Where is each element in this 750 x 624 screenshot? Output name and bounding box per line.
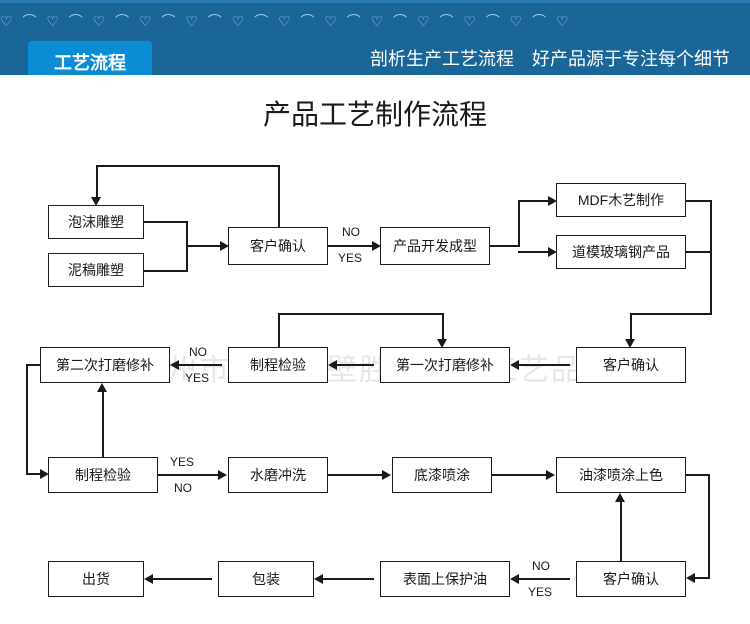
edge [186, 221, 188, 247]
arrow-icon [218, 470, 227, 480]
diagram-title: 产品工艺制作流程 [0, 93, 750, 133]
arrow-icon [328, 360, 337, 370]
node-clay-sculpt: 泥稿雕塑 [48, 253, 144, 287]
edge [26, 364, 40, 366]
edge [630, 313, 632, 341]
arrow-icon [437, 339, 447, 348]
label-yes: YES [338, 251, 362, 265]
flowchart-canvas: 产品工艺制作流程 广州市番禺石壁胜凯雕塑工艺品厂 泡沫雕塑 泥稿雕塑 客户确认 … [0, 75, 750, 624]
label-no: NO [342, 225, 360, 239]
arrow-icon [97, 383, 107, 392]
arrow-icon [510, 360, 519, 370]
arrow-icon [382, 470, 391, 480]
edge [686, 251, 712, 253]
edge [710, 200, 712, 252]
arrow-icon [91, 197, 101, 206]
node-ship: 出货 [48, 561, 144, 597]
arrow-icon [510, 574, 519, 584]
edge [630, 313, 712, 315]
edge [144, 221, 188, 223]
arrow-icon [314, 574, 323, 584]
edge [518, 251, 550, 253]
label-no: NO [189, 345, 207, 359]
node-protect-oil: 表面上保护油 [380, 561, 510, 597]
node-paint: 油漆喷涂上色 [556, 457, 686, 493]
node-pack: 包装 [218, 561, 314, 597]
arrow-icon [548, 247, 557, 257]
node-frp: 道模玻璃钢产品 [556, 235, 686, 269]
edge [176, 364, 222, 366]
node-develop: 产品开发成型 [380, 227, 490, 265]
node-mdf: MDF木艺制作 [556, 183, 686, 217]
edge [96, 165, 98, 199]
edge [516, 578, 570, 580]
arrow-icon [40, 469, 49, 479]
edge [686, 200, 712, 202]
arrow-icon [546, 470, 555, 480]
banner-decoration: ♡ ⌒ ♡ ⌒ ♡ ⌒ ♡ ⌒ ♡ ⌒ ♡ ⌒ ♡ ⌒ ♡ ⌒ ♡ ⌒ ♡ ⌒ … [0, 11, 750, 29]
edge [490, 245, 520, 247]
edge [516, 364, 570, 366]
edge [102, 415, 104, 457]
label-no: NO [174, 481, 192, 495]
edge [320, 578, 374, 580]
edge [620, 501, 622, 527]
arrow-icon [686, 573, 695, 583]
banner-slogan: 剖析生产工艺流程 好产品源于专注每个细节 [370, 45, 730, 71]
node-polish2: 第二次打磨修补 [40, 347, 170, 383]
node-inspect1: 制程检验 [228, 347, 328, 383]
arrow-icon [548, 196, 557, 206]
edge [620, 525, 622, 561]
arrow-icon [144, 574, 153, 584]
edge [334, 364, 374, 366]
node-foam-sculpt: 泡沫雕塑 [48, 205, 144, 239]
edge [708, 474, 710, 579]
node-confirm-1: 客户确认 [228, 227, 328, 265]
node-confirm-2: 客户确认 [576, 347, 686, 383]
label-no: NO [532, 559, 550, 573]
arrow-icon [170, 360, 179, 370]
edge [102, 391, 104, 417]
edge [686, 474, 710, 476]
edge [186, 245, 188, 272]
edge [328, 245, 374, 247]
edge [278, 165, 280, 227]
banner: ♡ ⌒ ♡ ⌒ ♡ ⌒ ♡ ⌒ ♡ ⌒ ♡ ⌒ ♡ ⌒ ♡ ⌒ ♡ ⌒ ♡ ⌒ … [0, 0, 750, 75]
label-yes: YES [185, 371, 209, 385]
edge [328, 474, 384, 476]
edge [278, 313, 280, 347]
edge [144, 270, 188, 272]
arrow-icon [372, 241, 381, 251]
edge [26, 364, 28, 475]
arrow-icon [625, 339, 635, 348]
arrow-icon [615, 493, 625, 502]
node-wash: 水磨冲洗 [228, 457, 328, 493]
edge [96, 165, 280, 167]
edge [518, 200, 550, 202]
node-polish1: 第一次打磨修补 [380, 347, 510, 383]
label-yes: YES [528, 585, 552, 599]
edge [442, 313, 444, 341]
edge [150, 578, 212, 580]
node-inspect2: 制程检验 [48, 457, 158, 493]
edge [186, 245, 222, 247]
arrow-icon [220, 241, 229, 251]
node-confirm-3: 客户确认 [576, 561, 686, 597]
edge [710, 251, 712, 315]
edge [158, 474, 220, 476]
edge [278, 313, 444, 315]
edge [518, 200, 520, 247]
node-primer: 底漆喷涂 [392, 457, 492, 493]
label-yes: YES [170, 455, 194, 469]
edge [492, 474, 548, 476]
